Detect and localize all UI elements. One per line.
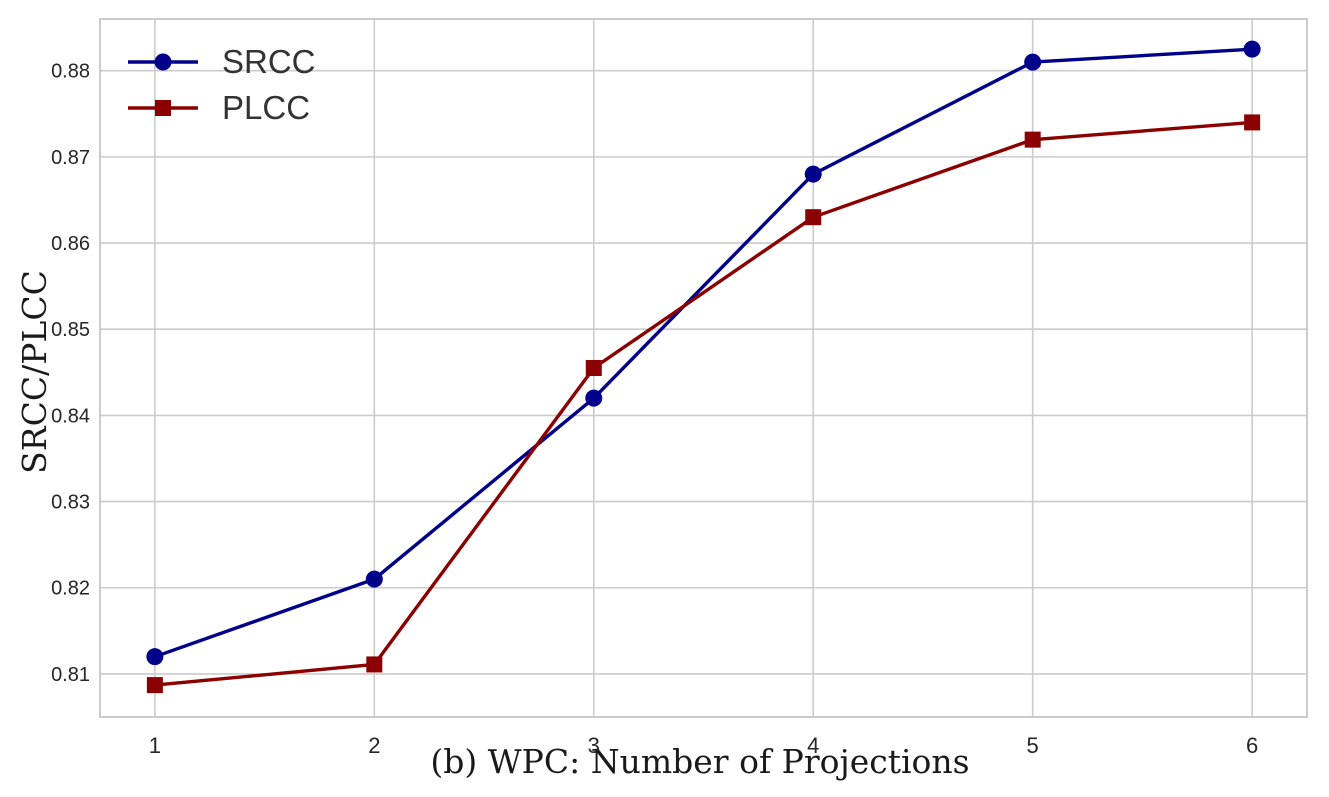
- data-point-marker: [1244, 114, 1261, 131]
- grid-layer: [99, 18, 1308, 718]
- series-layer: [146, 40, 1261, 694]
- data-point-marker: [804, 165, 822, 183]
- x-tick-label: 2: [368, 733, 380, 758]
- data-point-marker: [155, 100, 171, 116]
- series-line-srcc: [153, 47, 1254, 659]
- y-tick-label: 0.88: [51, 61, 90, 83]
- y-tick-label: 0.81: [51, 664, 90, 686]
- plot-border: [99, 18, 1308, 718]
- data-point-marker: [154, 53, 172, 71]
- data-point-marker: [585, 360, 602, 376]
- data-point-marker: [365, 570, 383, 588]
- y-tick-label: 0.84: [51, 405, 90, 427]
- x-tick-label: 5: [1027, 733, 1039, 758]
- x-axis-title: (b) WPC: Number of Projections: [430, 742, 969, 781]
- series-line-plcc: [153, 120, 1254, 687]
- y-tick-label: 0.85: [51, 319, 90, 341]
- legend-item-plcc: PLCC: [128, 89, 310, 126]
- x-tick-label: 1: [149, 733, 161, 758]
- x-tick-label: 6: [1246, 733, 1258, 758]
- x-tick-label: 4: [807, 733, 819, 758]
- legend-item-srcc: SRCC: [128, 43, 316, 80]
- x-tick-label: 3: [588, 733, 600, 758]
- y-tick-label: 0.82: [51, 578, 90, 600]
- y-tick-label: 0.86: [51, 233, 90, 255]
- data-point-marker: [585, 389, 603, 407]
- data-point-marker: [1024, 131, 1041, 148]
- data-point-marker: [805, 209, 822, 226]
- data-point-marker: [146, 648, 164, 666]
- legend-label: PLCC: [222, 89, 310, 126]
- data-point-marker: [1024, 53, 1042, 71]
- y-axis-title: SRCC/PLCC: [15, 270, 54, 474]
- data-point-marker: [146, 677, 163, 694]
- data-point-marker: [366, 656, 383, 673]
- legend-label: SRCC: [222, 43, 316, 80]
- legend: SRCC PLCC: [128, 43, 316, 126]
- y-tick-label: 0.83: [51, 492, 90, 514]
- tick-layer: 1 2 3 4 5 6 0.81 0.82 0.83 0.84 0.85 0.86 0.87 0.88: [51, 61, 1258, 758]
- data-point-marker: [1243, 40, 1261, 58]
- y-tick-label: 0.87: [51, 147, 90, 169]
